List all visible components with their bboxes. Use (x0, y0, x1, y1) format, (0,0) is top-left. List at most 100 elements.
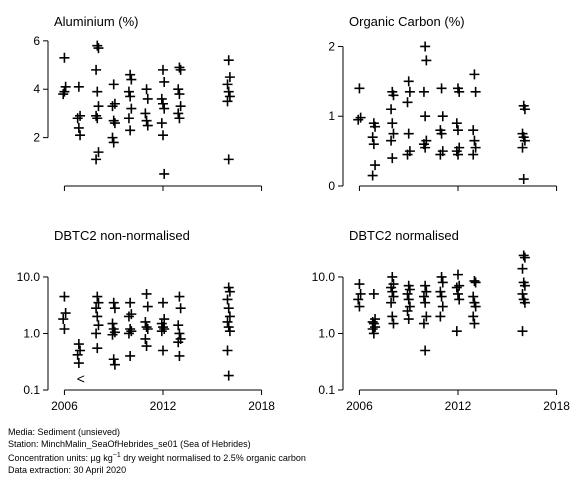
y-tick-label: 1.0 (318, 326, 335, 340)
data-point (159, 168, 170, 179)
data-point (453, 149, 463, 160)
data-point (92, 40, 103, 51)
data-point (125, 297, 136, 308)
data-point (353, 294, 364, 305)
x-tick-label: 2018 (248, 399, 275, 413)
data-point (125, 69, 136, 80)
data-point (92, 86, 103, 97)
panel-title: Aluminium (%) (54, 14, 139, 29)
data-point (123, 328, 134, 339)
data-point (126, 74, 137, 85)
data-point (519, 135, 530, 146)
data-point (224, 91, 235, 102)
data-point (125, 324, 136, 335)
data-point (109, 118, 120, 129)
data-point (109, 303, 120, 314)
data-point (470, 142, 481, 153)
data-point (109, 359, 120, 370)
data-point (173, 320, 184, 331)
data-point (173, 337, 184, 348)
data-point (404, 284, 415, 295)
data-point (123, 113, 134, 124)
data-point (141, 288, 152, 299)
y-tick-label: 2 (328, 39, 335, 53)
data-point (141, 115, 152, 126)
y-tick-label: 1.0 (23, 326, 40, 340)
chart-panel-2: Organic Carbon (%) 0 1 2 (328, 14, 558, 193)
data-point (388, 291, 399, 302)
data-point (388, 318, 399, 329)
footer-units-suffix: dry weight normalised to 2.5% organic ca… (120, 453, 306, 463)
data-point (73, 358, 84, 369)
data-point (404, 301, 415, 312)
data-point (223, 154, 234, 165)
data-point (175, 303, 186, 314)
y-tick-label: 10.0 (312, 270, 336, 284)
data-point (402, 97, 413, 108)
data-point (387, 311, 398, 322)
data-point (403, 128, 414, 139)
data-point (73, 339, 84, 350)
data-point (437, 277, 448, 288)
data-point (453, 269, 463, 280)
data-point (453, 125, 463, 136)
data-point (436, 291, 447, 302)
data-point (420, 111, 431, 122)
data-point (72, 349, 83, 360)
data-point (387, 153, 398, 164)
data-point (174, 328, 185, 339)
data-point (518, 250, 529, 261)
data-point (73, 81, 84, 92)
data-point (224, 72, 235, 83)
data-point (123, 86, 134, 97)
y-tick-label: 6 (33, 34, 40, 48)
y-tick-label: 1 (328, 109, 335, 123)
chart-figure: Aluminium (%) 2 4 6 Organic Carbon (%) 0 1 2 DBT… (17, 14, 571, 413)
data-point (386, 135, 397, 146)
less-than-marker: < (77, 370, 85, 386)
data-point (159, 103, 170, 114)
data-point (451, 118, 462, 129)
data-point (402, 288, 413, 299)
y-tick-label: 2 (33, 131, 40, 145)
data-point (370, 322, 381, 333)
data-point (519, 104, 530, 115)
data-point (436, 128, 447, 139)
data-point (91, 303, 102, 314)
data-point (174, 113, 185, 124)
data-point (518, 174, 529, 185)
data-point (354, 279, 365, 290)
data-point (519, 297, 530, 308)
data-point (223, 55, 234, 66)
data-point (222, 96, 233, 107)
data-point (159, 314, 170, 325)
y-tick-label: 0.1 (318, 383, 335, 397)
data-point (354, 301, 365, 312)
data-point (58, 89, 69, 100)
data-point (418, 86, 429, 97)
data-point (141, 322, 152, 333)
data-point (420, 297, 431, 308)
data-point (72, 113, 83, 124)
data-point (222, 316, 233, 327)
data-point (387, 271, 398, 282)
data-point (156, 326, 167, 337)
data-point (140, 333, 151, 344)
data-point (387, 118, 398, 129)
data-point (223, 86, 234, 97)
data-point (403, 314, 414, 325)
data-point (224, 311, 235, 322)
data-point (223, 370, 234, 381)
data-point (402, 149, 413, 160)
y-tick-label: 4 (33, 82, 40, 96)
data-point (436, 271, 447, 282)
data-point (93, 43, 104, 54)
data-point (387, 286, 398, 297)
data-point (107, 318, 118, 329)
data-point (223, 303, 234, 314)
data-point (159, 76, 170, 87)
data-point (222, 79, 233, 90)
data-point (437, 111, 448, 122)
data-point (420, 280, 431, 291)
data-point (59, 324, 70, 335)
